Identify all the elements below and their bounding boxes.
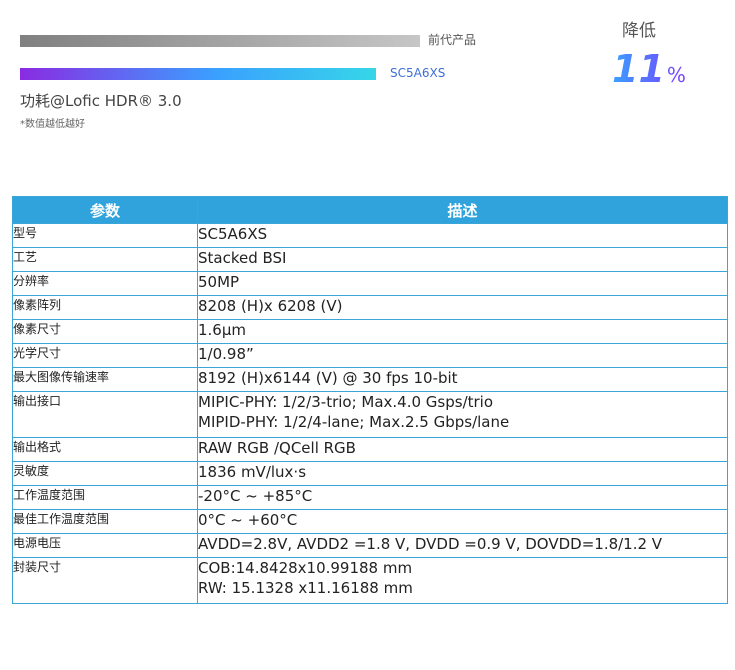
param-cell: 灵敏度 xyxy=(12,461,198,486)
table-row: 像素阵列 8208 (H)x 6208 (V) xyxy=(12,295,728,320)
sc5a6xs-label: SC5A6XS xyxy=(390,66,446,80)
desc-line: SC5A6XS xyxy=(198,225,268,243)
desc-cell: 8192 (H)x6144 (V) @ 30 fps 10-bit xyxy=(197,367,728,392)
table-row: 型号 SC5A6XS xyxy=(12,223,728,248)
desc-cell: -20°C ~ +85°C xyxy=(197,485,728,510)
reduction-value: 11% xyxy=(612,50,686,88)
desc-line: 8208 (H)x 6208 (V) xyxy=(198,297,343,315)
param-cell: 最佳工作温度范围 xyxy=(12,509,198,534)
desc-line: RW: 15.1328 x11.16188 mm xyxy=(198,579,413,597)
desc-cell: Stacked BSI xyxy=(197,247,728,272)
power-note: *数值越低越好 xyxy=(20,119,85,130)
desc-cell: 1836 mV/lux·s xyxy=(197,461,728,486)
table-row: 电源电压 AVDD=2.8V, AVDD2 =1.8 V, DVDD =0.9 V… xyxy=(12,533,728,558)
desc-cell: AVDD=2.8V, AVDD2 =1.8 V, DVDD =0.9 V, DO… xyxy=(197,533,728,558)
desc-line: Stacked BSI xyxy=(198,249,287,267)
spec-table: 参数 描述 型号 SC5A6XS 工艺 Stacked BSI 分辨率 50MP 像素阵列 8… xyxy=(12,196,728,604)
param-cell: 输出格式 xyxy=(12,437,198,462)
spec-table-body: 型号 SC5A6XS 工艺 Stacked BSI 分辨率 50MP 像素阵列 8208 (H… xyxy=(12,223,728,604)
desc-line: MIPID-PHY: 1/2/4-lane; Max.2.5 Gbps/lane xyxy=(198,413,510,431)
desc-cell: SC5A6XS xyxy=(197,223,728,248)
table-row: 像素尺寸 1.6μm xyxy=(12,319,728,344)
table-row: 封装尺寸 COB:14.8428x10.99188 mm RW: 15.1328 x… xyxy=(12,557,728,604)
desc-cell: COB:14.8428x10.99188 mm RW: 15.1328 x11.1… xyxy=(197,557,728,604)
desc-cell: 50MP xyxy=(197,271,728,296)
desc-cell: 1/0.98” xyxy=(197,343,728,368)
table-row: 输出格式 RAW RGB /QCell RGB xyxy=(12,437,728,462)
header-desc: 描述 xyxy=(197,196,728,224)
desc-cell: RAW RGB /QCell RGB xyxy=(197,437,728,462)
desc-cell: 1.6μm xyxy=(197,319,728,344)
param-cell: 最大图像传输速率 xyxy=(12,367,198,392)
param-cell: 电源电压 xyxy=(12,533,198,558)
table-row: 工作温度范围 -20°C ~ +85°C xyxy=(12,485,728,510)
desc-line: 0°C ~ +60°C xyxy=(198,511,298,529)
sc5a6xs-bar xyxy=(20,68,376,80)
previous-product-bar xyxy=(20,35,420,47)
table-row: 灵敏度 1836 mV/lux·s xyxy=(12,461,728,486)
desc-line: 1/0.98” xyxy=(198,345,254,363)
desc-line: 1836 mV/lux·s xyxy=(198,463,307,481)
desc-line: COB:14.8428x10.99188 mm xyxy=(198,559,413,577)
reduction-unit: % xyxy=(666,63,686,87)
desc-cell: MIPIC-PHY: 1/2/3-trio; Max.4.0 Gsps/trio… xyxy=(197,391,728,438)
table-row: 最佳工作温度范围 0°C ~ +60°C xyxy=(12,509,728,534)
table-row: 工艺 Stacked BSI xyxy=(12,247,728,272)
desc-cell: 8208 (H)x 6208 (V) xyxy=(197,295,728,320)
param-cell: 工作温度范围 xyxy=(12,485,198,510)
table-row: 分辨率 50MP xyxy=(12,271,728,296)
desc-line: -20°C ~ +85°C xyxy=(198,487,313,505)
desc-line: RAW RGB /QCell RGB xyxy=(198,439,356,457)
table-row: 最大图像传输速率 8192 (H)x6144 (V) @ 30 fps 10-bi… xyxy=(12,367,728,392)
desc-line: 8192 (H)x6144 (V) @ 30 fps 10-bit xyxy=(198,369,458,387)
table-row: 光学尺寸 1/0.98” xyxy=(12,343,728,368)
header-param: 参数 xyxy=(12,196,198,224)
param-cell: 型号 xyxy=(12,223,198,248)
desc-line: AVDD=2.8V, AVDD2 =1.8 V, DVDD =0.9 V, DO… xyxy=(198,535,663,553)
param-cell: 光学尺寸 xyxy=(12,343,198,368)
reduction-label: 降低 xyxy=(622,21,656,41)
table-row: 输出接口 MIPIC-PHY: 1/2/3-trio; Max.4.0 Gsps/… xyxy=(12,391,728,438)
param-cell: 输出接口 xyxy=(12,391,198,438)
param-cell: 封装尺寸 xyxy=(12,557,198,604)
desc-line: 1.6μm xyxy=(198,321,247,339)
power-title: 功耗@Lofic HDR® 3.0 xyxy=(20,92,182,110)
desc-line: MIPIC-PHY: 1/2/3-trio; Max.4.0 Gsps/trio xyxy=(198,393,494,411)
param-cell: 工艺 xyxy=(12,247,198,272)
desc-cell: 0°C ~ +60°C xyxy=(197,509,728,534)
desc-line: 50MP xyxy=(198,273,240,291)
param-cell: 像素阵列 xyxy=(12,295,198,320)
table-header-row: 参数 描述 xyxy=(12,196,728,224)
reduction-number: 11 xyxy=(612,47,665,91)
param-cell: 像素尺寸 xyxy=(12,319,198,344)
previous-product-label: 前代产品 xyxy=(428,33,477,47)
param-cell: 分辨率 xyxy=(12,271,198,296)
